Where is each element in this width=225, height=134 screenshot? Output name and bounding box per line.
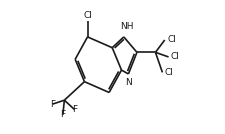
Text: Cl: Cl (170, 53, 179, 62)
Text: F: F (72, 105, 77, 114)
Text: F: F (50, 100, 55, 109)
Text: N: N (124, 78, 131, 87)
Text: Cl: Cl (83, 11, 92, 20)
Text: Cl: Cl (164, 68, 173, 77)
Text: F: F (60, 110, 65, 119)
Text: NH: NH (120, 22, 133, 31)
Text: Cl: Cl (166, 36, 175, 44)
